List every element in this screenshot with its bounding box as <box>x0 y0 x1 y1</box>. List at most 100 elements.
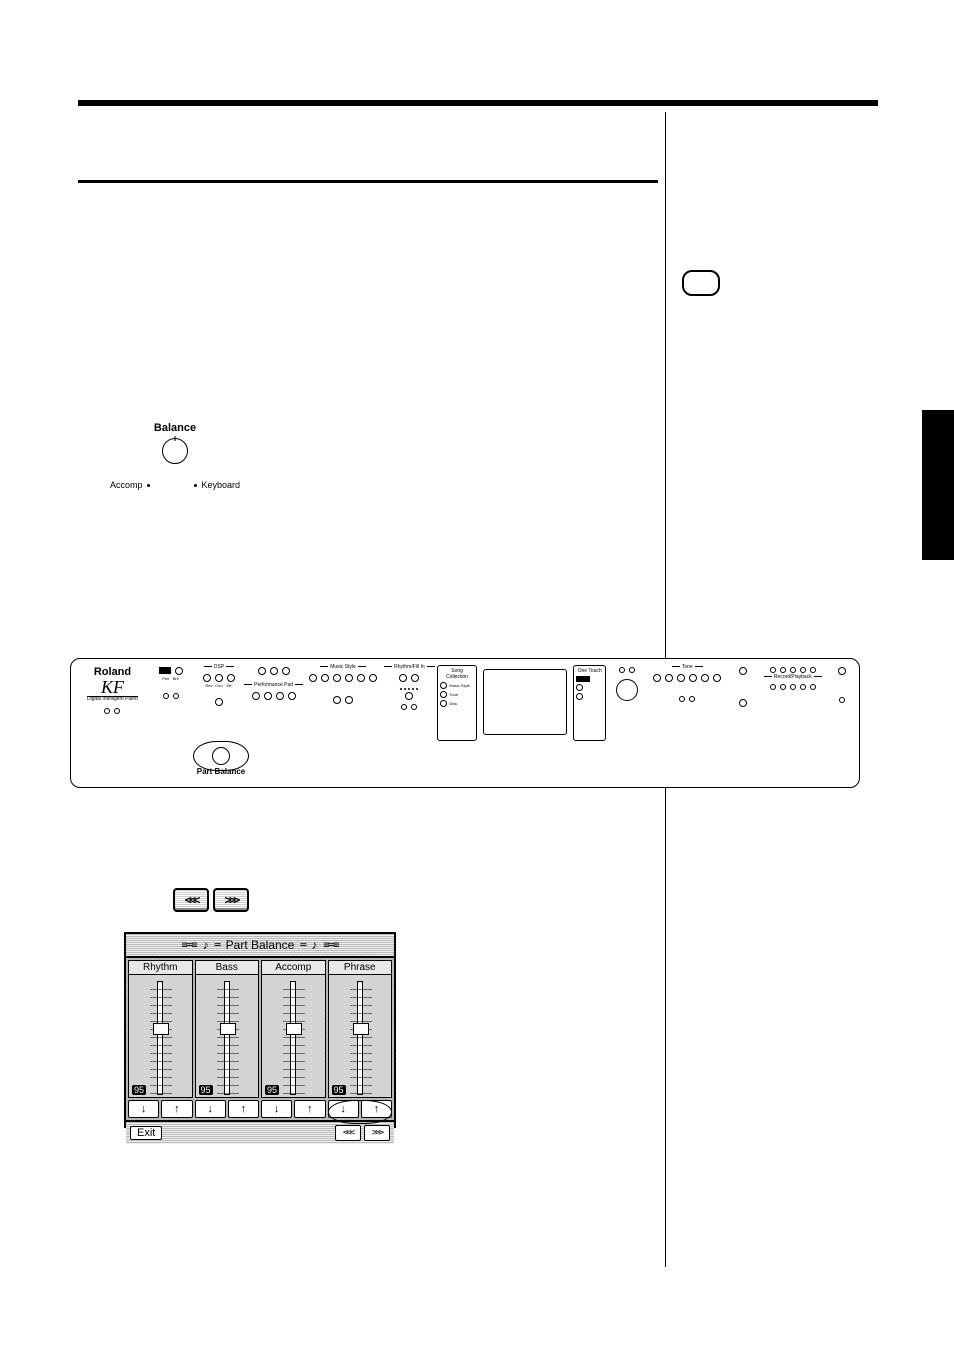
pb-slider-track[interactable] <box>290 981 296 1095</box>
style-button[interactable] <box>333 674 341 682</box>
selector-button[interactable] <box>440 691 447 698</box>
panel-button[interactable] <box>333 696 341 704</box>
tone-button[interactable] <box>701 674 709 682</box>
onetouch-button[interactable] <box>576 676 590 682</box>
layer-button[interactable] <box>790 667 796 673</box>
tone-button[interactable] <box>665 674 673 682</box>
pb-value: 95 <box>132 1085 146 1095</box>
reverb-button[interactable] <box>203 674 211 682</box>
part-balance-button-icon[interactable] <box>212 747 230 765</box>
panel-button[interactable] <box>270 667 278 675</box>
pb-down-button[interactable]: ↓ <box>328 1100 359 1118</box>
panel-button[interactable] <box>839 697 845 703</box>
style-button[interactable] <box>369 674 377 682</box>
pb-column-rhythm: Rhythm95 <box>128 960 193 1098</box>
split-button[interactable] <box>739 667 747 675</box>
tempo-down-button[interactable] <box>401 704 407 710</box>
pb-titlebar: ≡═≡ ♪ ═ Part Balance ═ ♪ ≡═≡ <box>126 934 394 958</box>
tempo-up-button[interactable] <box>411 704 417 710</box>
pb-down-button[interactable]: ↓ <box>261 1100 292 1118</box>
layer-button[interactable] <box>780 667 786 673</box>
pb-slider-handle[interactable] <box>353 1023 369 1035</box>
pb-column-title: Accomp <box>262 961 325 975</box>
panel-button[interactable] <box>739 699 747 707</box>
selector-label: Tone <box>449 692 458 697</box>
pb-column-bass: Bass95 <box>195 960 260 1098</box>
pb-page-left-button[interactable]: <<< <box>335 1125 361 1141</box>
page-right-button[interactable]: >>> <box>213 888 249 912</box>
panel-button[interactable] <box>282 667 290 675</box>
note-box <box>682 270 720 296</box>
tone-button[interactable] <box>677 674 685 682</box>
pad2-button[interactable] <box>264 692 272 700</box>
style-button[interactable] <box>309 674 317 682</box>
section-rule <box>78 180 658 183</box>
panel-button[interactable] <box>173 693 179 699</box>
chorus-button[interactable] <box>215 674 223 682</box>
rec-button[interactable] <box>810 684 816 690</box>
tone-button[interactable] <box>713 674 721 682</box>
value-dial[interactable] <box>616 679 638 701</box>
pb-slider-handle[interactable] <box>220 1023 236 1035</box>
start-button[interactable] <box>411 674 419 682</box>
page-left-button[interactable]: <<< <box>173 888 209 912</box>
pb-slider-track[interactable] <box>357 981 363 1095</box>
brand-model: KF <box>101 680 124 694</box>
brilliance-button[interactable] <box>175 667 183 675</box>
effects-button[interactable] <box>227 674 235 682</box>
pb-down-button[interactable]: ↓ <box>195 1100 226 1118</box>
pb-up-button[interactable]: ↑ <box>361 1100 392 1118</box>
power-button[interactable] <box>159 667 171 674</box>
onetouch-button[interactable] <box>576 684 583 691</box>
tone-button[interactable] <box>653 674 661 682</box>
panel-button[interactable] <box>345 696 353 704</box>
onetouch-button[interactable] <box>576 693 583 700</box>
vol-up-button[interactable] <box>114 708 120 714</box>
panel-button[interactable] <box>629 667 635 673</box>
rec-button[interactable] <box>790 684 796 690</box>
selector-button[interactable] <box>440 700 447 707</box>
layer-button[interactable] <box>770 667 776 673</box>
style-button[interactable] <box>345 674 353 682</box>
pb-column-accomp: Accomp 95 <box>261 960 326 1098</box>
panel-button[interactable] <box>405 692 413 700</box>
pb-slider-handle[interactable] <box>286 1023 302 1035</box>
panel-button[interactable] <box>215 698 223 706</box>
rec-button[interactable] <box>770 684 776 690</box>
pad4-button[interactable] <box>288 692 296 700</box>
rec-button[interactable] <box>780 684 786 690</box>
pb-up-button[interactable]: ↑ <box>161 1100 192 1118</box>
part-balance-screen: ≡═≡ ♪ ═ Part Balance ═ ♪ ≡═≡ Rhythm95Bas… <box>124 932 396 1128</box>
rec-button[interactable] <box>800 684 806 690</box>
exit-button[interactable]: Exit <box>130 1126 162 1140</box>
panel-button[interactable] <box>679 696 685 702</box>
layer-button[interactable] <box>800 667 806 673</box>
pb-slider-track[interactable] <box>224 981 230 1095</box>
panel-button[interactable] <box>258 667 266 675</box>
panel-button[interactable] <box>689 696 695 702</box>
chevron-right-icon: >>> <box>225 893 238 907</box>
titlebar-deco-icon: ≡═≡ <box>182 940 197 951</box>
selector-button[interactable] <box>440 682 447 689</box>
pb-value: 95 <box>265 1085 279 1095</box>
pb-up-button[interactable]: ↑ <box>228 1100 259 1118</box>
style-button[interactable] <box>357 674 365 682</box>
balance-knob[interactable] <box>162 438 188 464</box>
part-balance-callout: Part Balance <box>171 747 271 785</box>
pb-up-button[interactable]: ↑ <box>294 1100 325 1118</box>
pb-slider-handle[interactable] <box>153 1023 169 1035</box>
vol-down-button[interactable] <box>104 708 110 714</box>
tone-button[interactable] <box>689 674 697 682</box>
layer-button[interactable] <box>810 667 816 673</box>
pad3-button[interactable] <box>276 692 284 700</box>
pb-slider-track[interactable] <box>157 981 163 1095</box>
pad1-button[interactable] <box>252 692 260 700</box>
panel-button[interactable] <box>619 667 625 673</box>
panel-button[interactable] <box>163 693 169 699</box>
pb-down-button[interactable]: ↓ <box>128 1100 159 1118</box>
volume-button[interactable] <box>838 667 846 675</box>
pb-page-right-button[interactable]: >>> <box>364 1125 390 1141</box>
style-button[interactable] <box>321 674 329 682</box>
pb-column-title: Phrase <box>329 961 392 975</box>
intro-button[interactable] <box>399 674 407 682</box>
